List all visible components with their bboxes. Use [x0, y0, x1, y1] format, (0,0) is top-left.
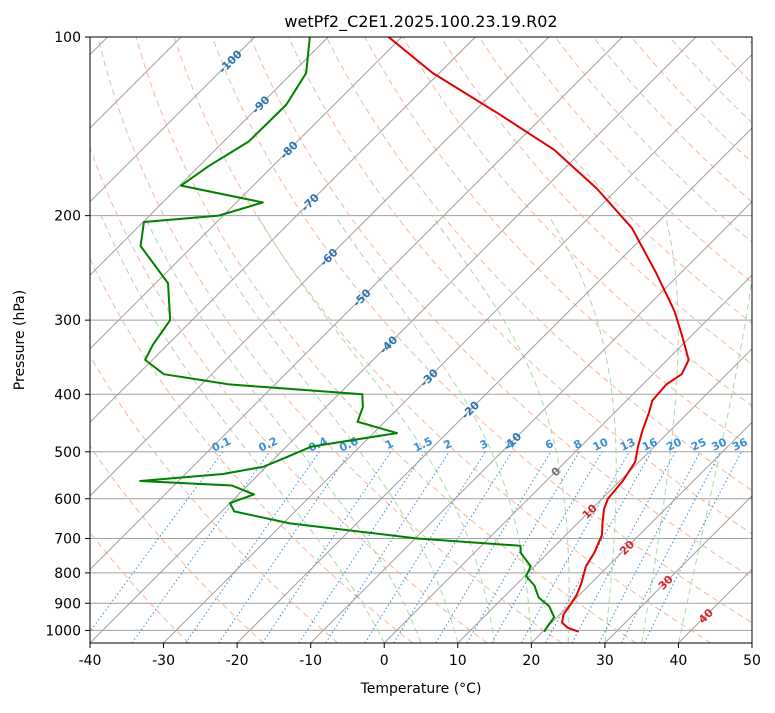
x-axis-ticks: -40 -30 -20 -10 0 10 20 30 40 50: [79, 643, 761, 669]
isotherm-line: [90, 37, 697, 643]
moist-adiabat: [194, 215, 459, 643]
isotherm-line: [310, 200, 752, 643]
moist-adiabats: [100, 215, 752, 643]
isotherm-line: [90, 37, 476, 424]
dry-adiabat: [326, 37, 752, 492]
mixing-ratio-line: [643, 451, 742, 643]
y-axis-ticks: 100 200 300 400 500 600 700 800 900 1000: [45, 30, 90, 639]
isotherm-line: [90, 37, 329, 276]
y-axis-title: Pressure (hPa): [12, 290, 28, 390]
chart-title: wetPf2_C2E1.2025.100.23.19.R02: [284, 12, 557, 32]
mixing-ratio-line: [298, 451, 425, 643]
temperature-profile-line: [387, 37, 690, 633]
y-tick-label: 1000: [45, 623, 81, 639]
isotherm-grid: [90, 37, 752, 643]
dewpoint-profile-line: [139, 37, 556, 633]
x-tick-label: 30: [596, 653, 614, 669]
dry-adiabat: [97, 37, 562, 643]
y-tick-label: 700: [54, 532, 81, 548]
y-tick-label: 900: [54, 596, 81, 612]
profile-lines: [139, 37, 690, 633]
mixing-ratio-label: 36: [730, 435, 750, 453]
y-tick-label: 100: [54, 30, 81, 46]
moist-adiabat: [143, 215, 422, 643]
mixing-ratio-label: 20: [664, 435, 684, 453]
y-tick-label: 300: [54, 313, 81, 329]
dry-adiabat: [287, 37, 752, 535]
isotherm-line: [90, 37, 403, 350]
mixing-ratio-line: [90, 451, 224, 633]
y-tick-label: 400: [54, 387, 81, 403]
x-tick-label: -10: [299, 653, 322, 669]
dry-adiabat: [173, 37, 712, 643]
moist-adiabat: [548, 215, 617, 643]
x-tick-label: -20: [226, 653, 249, 669]
mixing-ratio-label: 10: [591, 435, 611, 453]
moist-adiabat: [431, 215, 570, 643]
mixing-ratio-line: [325, 451, 450, 643]
y-tick-label: 200: [54, 209, 81, 225]
moist-adiabat: [677, 275, 752, 643]
mixing-ratio-labels: 0.1 0.2 0.4 0.6 1 1.5 2 3 4 6 8 10 13 16 20 25 30 36: [210, 434, 750, 454]
mixing-ratio-line: [218, 451, 351, 643]
mixing-ratio-line: [435, 451, 552, 643]
moist-adiabat: [334, 215, 532, 643]
isotherm-line: [163, 53, 752, 643]
isotherm-line: [530, 421, 752, 643]
mixing-ratio-line: [521, 451, 630, 643]
dry-adiabat: [249, 37, 752, 579]
mixing-ratio-label: 13: [618, 435, 637, 453]
y-tick-label: 600: [54, 492, 81, 508]
x-tick-label: 10: [449, 653, 467, 669]
x-axis-title: Temperature (°C): [360, 681, 482, 697]
mixing-ratio-label: 25: [689, 435, 708, 453]
x-tick-label: -30: [152, 653, 175, 669]
plot-area: -100-90-80-70-60-50-40-30-20-10010203040…: [90, 37, 752, 643]
x-tick-label: 0: [380, 653, 389, 669]
dry-adiabats: [90, 37, 752, 643]
x-tick-label: 50: [743, 653, 761, 669]
mixing-ratio-lines: [90, 451, 742, 643]
x-tick-label: 20: [522, 653, 540, 669]
dry-adiabat: [135, 37, 637, 643]
mixing-ratio-line: [131, 451, 271, 643]
plot-frame: [89, 36, 753, 644]
isotherm-line: [90, 37, 623, 571]
isotherm-line: [604, 495, 752, 643]
dry-adiabat: [90, 445, 264, 643]
mixing-ratio-line: [364, 451, 486, 643]
mixing-ratio-line: [262, 451, 392, 643]
mixing-ratio-label: 16: [640, 435, 660, 453]
dry-adiabat: [90, 257, 413, 643]
y-tick-label: 500: [54, 445, 81, 461]
isotherm-line: [457, 348, 752, 643]
y-tick-label: 800: [54, 566, 81, 582]
x-tick-label: 40: [670, 653, 688, 669]
isotherm-line: [383, 274, 752, 643]
moist-adiabat: [100, 215, 385, 643]
isotherm-line: [236, 127, 752, 643]
dry-adiabat: [90, 355, 339, 643]
mixing-ratio-line: [571, 451, 676, 643]
isotherm-line: [90, 37, 256, 203]
mixing-ratio-line: [185, 451, 320, 643]
mixing-ratio-label: 30: [710, 435, 730, 453]
moist-adiabat: [641, 215, 679, 643]
mixing-ratio-line: [598, 451, 701, 643]
dry-adiabat: [211, 37, 752, 624]
isotherm-line: [90, 37, 550, 497]
x-tick-label: -40: [79, 653, 102, 669]
